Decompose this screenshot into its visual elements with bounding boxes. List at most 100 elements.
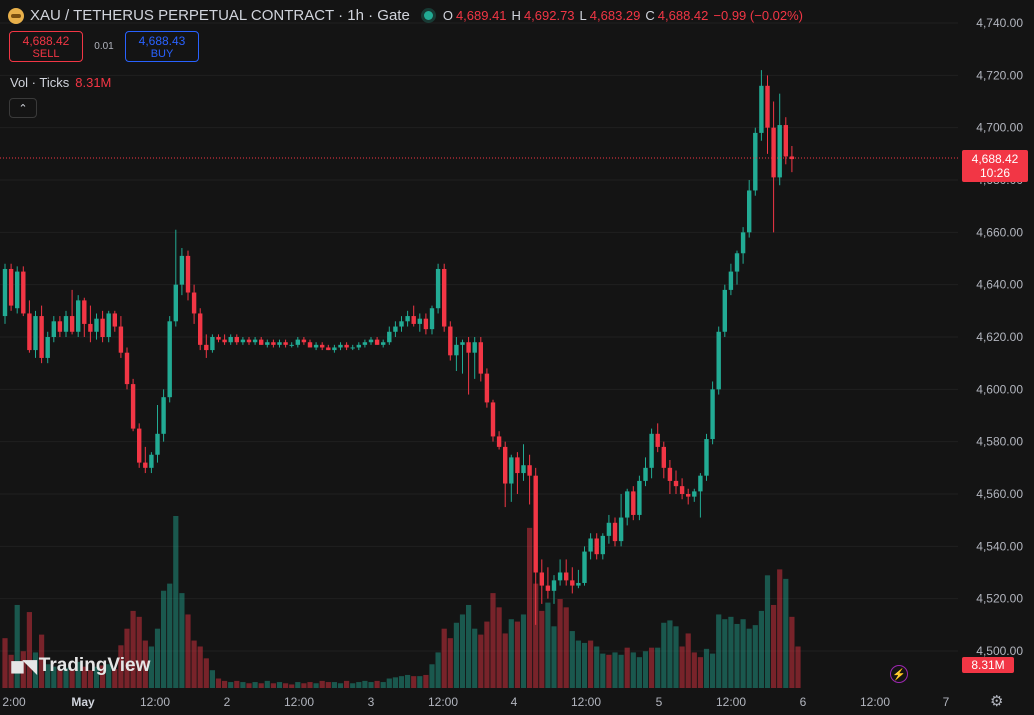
volume-bar bbox=[319, 680, 325, 688]
volume-bar bbox=[63, 667, 69, 688]
volume-bar bbox=[594, 646, 600, 688]
candle-body bbox=[289, 344, 294, 346]
volume-bar bbox=[276, 682, 283, 688]
volume-bar bbox=[173, 516, 179, 688]
volume-legend[interactable]: Vol · Ticks 8.31M bbox=[10, 75, 111, 90]
close-label: C bbox=[645, 8, 655, 23]
candle-body bbox=[51, 321, 56, 337]
volume-value: 8.31M bbox=[75, 75, 112, 90]
candle-body bbox=[338, 344, 343, 348]
volume-bar bbox=[557, 599, 563, 688]
volume-bar bbox=[417, 676, 423, 688]
volume-bar bbox=[307, 682, 313, 688]
candle-body bbox=[69, 316, 75, 332]
candle-body bbox=[130, 384, 136, 429]
candle-body bbox=[454, 344, 459, 356]
x-tick-label: 12:00 bbox=[571, 695, 601, 709]
candle-body bbox=[576, 582, 581, 586]
candle-body bbox=[399, 321, 404, 327]
candle-body bbox=[643, 467, 648, 481]
candle-body bbox=[789, 156, 795, 160]
volume-bar bbox=[484, 621, 490, 688]
volume-bar bbox=[722, 619, 728, 688]
y-axis: 4,740.004,720.004,700.004,680.004,660.00… bbox=[976, 16, 1023, 658]
open-value: 4,689.41 bbox=[455, 8, 507, 23]
volume-bar bbox=[368, 682, 374, 688]
candle-body bbox=[423, 318, 429, 330]
x-axis: 2:00 May 12:00 2 12:00 3 12:00 4 12:00 5 12:00 6 12:… bbox=[2, 695, 949, 709]
candle-body bbox=[783, 125, 788, 157]
candle-body bbox=[734, 253, 740, 272]
candle-body bbox=[655, 433, 660, 447]
volume-bar bbox=[106, 664, 112, 688]
y-tick-label: 4,660.00 bbox=[976, 225, 1023, 239]
x-tick-label: 12:00 bbox=[428, 695, 458, 709]
tradingview-logo[interactable]: ◼◥ TradingView bbox=[10, 655, 150, 677]
candle-body bbox=[2, 268, 8, 317]
buy-button[interactable]: 4,688.43 BUY bbox=[125, 31, 199, 62]
volume-bar bbox=[441, 628, 447, 688]
buy-label: BUY bbox=[150, 48, 174, 60]
volume-bar bbox=[350, 683, 356, 688]
candle-body bbox=[179, 255, 185, 285]
x-tick-label: 12:00 bbox=[284, 695, 314, 709]
candle-body bbox=[679, 486, 685, 494]
volume-bar bbox=[673, 626, 679, 688]
volume-bar bbox=[362, 680, 368, 688]
candle-body bbox=[161, 397, 166, 434]
candle-body bbox=[661, 446, 666, 468]
candle-body bbox=[710, 389, 715, 440]
volume-bar bbox=[197, 646, 203, 688]
volume-bar bbox=[386, 678, 392, 688]
open-label: O bbox=[442, 8, 453, 23]
candle-body bbox=[82, 300, 87, 324]
y-tick-label: 4,640.00 bbox=[976, 278, 1023, 292]
volume-bar bbox=[423, 674, 429, 688]
volume-bar bbox=[325, 682, 331, 688]
y-tick-label: 4,720.00 bbox=[976, 68, 1023, 82]
volume-bar bbox=[179, 593, 185, 688]
symbol-title[interactable]: XAU / TETHERUS PERPETUAL CONTRACT · 1h ·… bbox=[30, 7, 410, 24]
candle-body bbox=[490, 402, 496, 437]
sell-label: SELL bbox=[32, 48, 60, 60]
volume-bar bbox=[222, 680, 228, 688]
volume-bar bbox=[752, 625, 758, 688]
spread-value: 0.01 bbox=[94, 41, 114, 52]
candle-body bbox=[350, 347, 355, 349]
volume-bar bbox=[447, 638, 453, 688]
sell-button[interactable]: 4,688.42 SELL bbox=[9, 31, 83, 62]
candle-body bbox=[155, 433, 160, 455]
x-tick-label: 12:00 bbox=[860, 695, 890, 709]
trade-panel: 4,688.42 SELL 0.01 4,688.43 BUY bbox=[9, 31, 199, 62]
gear-icon[interactable]: ⚙ bbox=[990, 693, 1004, 710]
volume-bar bbox=[429, 664, 435, 688]
volume-bar bbox=[734, 623, 740, 688]
candle-body bbox=[45, 337, 50, 358]
collapse-legend-button[interactable]: ⌃ bbox=[9, 98, 37, 118]
candle-body bbox=[387, 331, 392, 343]
volume-bar bbox=[130, 610, 136, 688]
volume-bar bbox=[246, 683, 252, 688]
volume-bar bbox=[520, 614, 527, 688]
change-value: −0.99 (−0.02%) bbox=[713, 8, 804, 23]
volume-bar bbox=[240, 682, 246, 688]
lightning-icon[interactable]: ⚡ bbox=[890, 665, 908, 683]
volume-bar bbox=[636, 657, 642, 688]
candle-body bbox=[435, 268, 441, 309]
sell-price: 4,688.42 bbox=[22, 34, 70, 48]
volume-bar bbox=[264, 680, 270, 688]
brand-name: TradingView bbox=[38, 655, 151, 676]
volume-bar bbox=[191, 640, 197, 688]
volume-bar bbox=[258, 683, 264, 688]
candle-body bbox=[198, 313, 203, 345]
volume-bar bbox=[301, 683, 307, 688]
volume-bars bbox=[2, 516, 801, 688]
candle-body bbox=[618, 517, 624, 542]
volume-bar bbox=[551, 626, 557, 688]
volume-bar bbox=[502, 633, 508, 688]
volume-bar bbox=[87, 670, 93, 688]
candle-body bbox=[429, 308, 435, 330]
volume-bar bbox=[771, 604, 777, 688]
candle-body bbox=[747, 190, 752, 233]
